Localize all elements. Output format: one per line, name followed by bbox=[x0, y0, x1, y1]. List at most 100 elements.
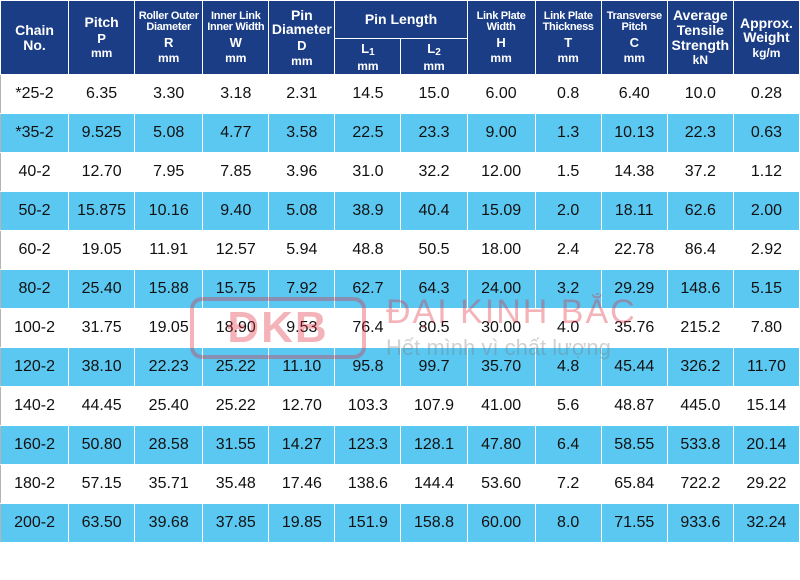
cell-plate-width: 53.60 bbox=[466, 464, 536, 504]
cell-plate-thickness: 7.2 bbox=[534, 464, 602, 504]
cell-chain-no: 40-2 bbox=[0, 152, 70, 192]
table-row: 50-2 15.875 10.16 9.40 5.08 38.9 40.4 15.09 2.0 1… bbox=[0, 191, 800, 231]
cell-weight: 11.70 bbox=[732, 347, 800, 387]
cell-pitch: 44.45 bbox=[68, 386, 136, 426]
header-plate-thickness: Link Plate Thickness T mm bbox=[534, 0, 602, 75]
cell-pin-length-l1: 62.7 bbox=[334, 269, 402, 309]
cell-pin-length-l1: 123.3 bbox=[334, 425, 402, 465]
cell-pitch: 19.05 bbox=[68, 230, 136, 270]
cell-roller-diameter: 39.68 bbox=[134, 503, 204, 543]
cell-plate-thickness: 2.4 bbox=[534, 230, 602, 270]
cell-pitch: 6.35 bbox=[68, 74, 136, 114]
cell-transverse-pitch: 14.38 bbox=[600, 152, 668, 192]
cell-pin-length-l2: 40.4 bbox=[400, 191, 468, 231]
table-row: 180-2 57.15 35.71 35.48 17.46 138.6 144.4 53.60… bbox=[0, 464, 800, 504]
cell-transverse-pitch: 45.44 bbox=[600, 347, 668, 387]
cell-tensile-strength: 148.6 bbox=[666, 269, 734, 309]
cell-inner-width: 31.55 bbox=[202, 425, 270, 465]
table-row: 160-2 50.80 28.58 31.55 14.27 123.3 128.1 47.80… bbox=[0, 425, 800, 465]
table-row: 200-2 63.50 39.68 37.85 19.85 151.9 158.8 60.00… bbox=[0, 503, 800, 543]
cell-pin-length-l2: 158.8 bbox=[400, 503, 468, 543]
cell-pin-diameter: 17.46 bbox=[268, 464, 336, 504]
cell-pitch: 25.40 bbox=[68, 269, 136, 309]
cell-pin-length-l2: 144.4 bbox=[400, 464, 468, 504]
cell-plate-thickness: 4.8 bbox=[534, 347, 602, 387]
cell-weight: 2.92 bbox=[732, 230, 800, 270]
cell-pin-length-l1: 138.6 bbox=[334, 464, 402, 504]
cell-pin-length-l2: 107.9 bbox=[400, 386, 468, 426]
cell-chain-no: 60-2 bbox=[0, 230, 70, 270]
cell-plate-width: 9.00 bbox=[466, 113, 536, 153]
cell-roller-diameter: 7.95 bbox=[134, 152, 204, 192]
cell-chain-no: 50-2 bbox=[0, 191, 70, 231]
cell-plate-width: 47.80 bbox=[466, 425, 536, 465]
cell-pin-diameter: 5.08 bbox=[268, 191, 336, 231]
cell-pin-diameter: 14.27 bbox=[268, 425, 336, 465]
table-row: *35-2 9.525 5.08 4.77 3.58 22.5 23.3 9.00 1.3 10.… bbox=[0, 113, 800, 153]
cell-tensile-strength: 445.0 bbox=[666, 386, 734, 426]
cell-pin-diameter: 9.53 bbox=[268, 308, 336, 348]
cell-pin-length-l1: 38.9 bbox=[334, 191, 402, 231]
cell-weight: 20.14 bbox=[732, 425, 800, 465]
cell-weight: 32.24 bbox=[732, 503, 800, 543]
cell-pin-diameter: 3.58 bbox=[268, 113, 336, 153]
cell-plate-width: 35.70 bbox=[466, 347, 536, 387]
cell-pin-length-l1: 48.8 bbox=[334, 230, 402, 270]
cell-transverse-pitch: 58.55 bbox=[600, 425, 668, 465]
cell-pin-length-l2: 50.5 bbox=[400, 230, 468, 270]
cell-weight: 0.28 bbox=[732, 74, 800, 114]
cell-roller-diameter: 22.23 bbox=[134, 347, 204, 387]
cell-pin-length-l2: 23.3 bbox=[400, 113, 468, 153]
cell-pitch: 31.75 bbox=[68, 308, 136, 348]
cell-tensile-strength: 37.2 bbox=[666, 152, 734, 192]
cell-pin-diameter: 19.85 bbox=[268, 503, 336, 543]
table-row: 40-2 12.70 7.95 7.85 3.96 31.0 32.2 12.00 1.5 14.… bbox=[0, 152, 800, 192]
cell-tensile-strength: 215.2 bbox=[666, 308, 734, 348]
cell-chain-no: 80-2 bbox=[0, 269, 70, 309]
cell-plate-width: 12.00 bbox=[466, 152, 536, 192]
cell-pin-length-l1: 95.8 bbox=[334, 347, 402, 387]
cell-weight: 0.63 bbox=[732, 113, 800, 153]
cell-chain-no: 180-2 bbox=[0, 464, 70, 504]
header-chain-no: Chain No. bbox=[0, 0, 70, 75]
cell-inner-width: 25.22 bbox=[202, 347, 270, 387]
cell-inner-width: 7.85 bbox=[202, 152, 270, 192]
cell-chain-no: 160-2 bbox=[0, 425, 70, 465]
cell-pin-length-l1: 14.5 bbox=[334, 74, 402, 114]
cell-plate-thickness: 8.0 bbox=[534, 503, 602, 543]
cell-pin-length-l2: 128.1 bbox=[400, 425, 468, 465]
cell-pin-diameter: 5.94 bbox=[268, 230, 336, 270]
cell-inner-width: 3.18 bbox=[202, 74, 270, 114]
cell-pitch: 50.80 bbox=[68, 425, 136, 465]
cell-inner-width: 9.40 bbox=[202, 191, 270, 231]
cell-pitch: 12.70 bbox=[68, 152, 136, 192]
cell-plate-thickness: 5.6 bbox=[534, 386, 602, 426]
cell-transverse-pitch: 71.55 bbox=[600, 503, 668, 543]
header-inner-width: Inner Link Inner Width W mm bbox=[202, 0, 270, 75]
cell-pitch: 57.15 bbox=[68, 464, 136, 504]
cell-plate-thickness: 3.2 bbox=[534, 269, 602, 309]
header-plate-width: Link Plate Width H mm bbox=[466, 0, 536, 75]
cell-transverse-pitch: 18.11 bbox=[600, 191, 668, 231]
cell-plate-width: 18.00 bbox=[466, 230, 536, 270]
cell-weight: 1.12 bbox=[732, 152, 800, 192]
cell-tensile-strength: 533.8 bbox=[666, 425, 734, 465]
cell-inner-width: 18.90 bbox=[202, 308, 270, 348]
cell-tensile-strength: 62.6 bbox=[666, 191, 734, 231]
table-row: 60-2 19.05 11.91 12.57 5.94 48.8 50.5 18.00 2.4 2… bbox=[0, 230, 800, 270]
cell-plate-width: 6.00 bbox=[466, 74, 536, 114]
cell-transverse-pitch: 22.78 bbox=[600, 230, 668, 270]
cell-weight: 5.15 bbox=[732, 269, 800, 309]
table-row: 120-2 38.10 22.23 25.22 11.10 95.8 99.7 35.70 4.… bbox=[0, 347, 800, 387]
cell-plate-width: 30.00 bbox=[466, 308, 536, 348]
cell-transverse-pitch: 65.84 bbox=[600, 464, 668, 504]
cell-pitch: 63.50 bbox=[68, 503, 136, 543]
cell-pin-length-l1: 151.9 bbox=[334, 503, 402, 543]
cell-chain-no: 100-2 bbox=[0, 308, 70, 348]
cell-plate-thickness: 2.0 bbox=[534, 191, 602, 231]
cell-tensile-strength: 86.4 bbox=[666, 230, 734, 270]
cell-pin-length-l1: 76.4 bbox=[334, 308, 402, 348]
cell-inner-width: 15.75 bbox=[202, 269, 270, 309]
header-transverse-pitch: Transverse Pitch C mm bbox=[600, 0, 668, 75]
cell-roller-diameter: 25.40 bbox=[134, 386, 204, 426]
